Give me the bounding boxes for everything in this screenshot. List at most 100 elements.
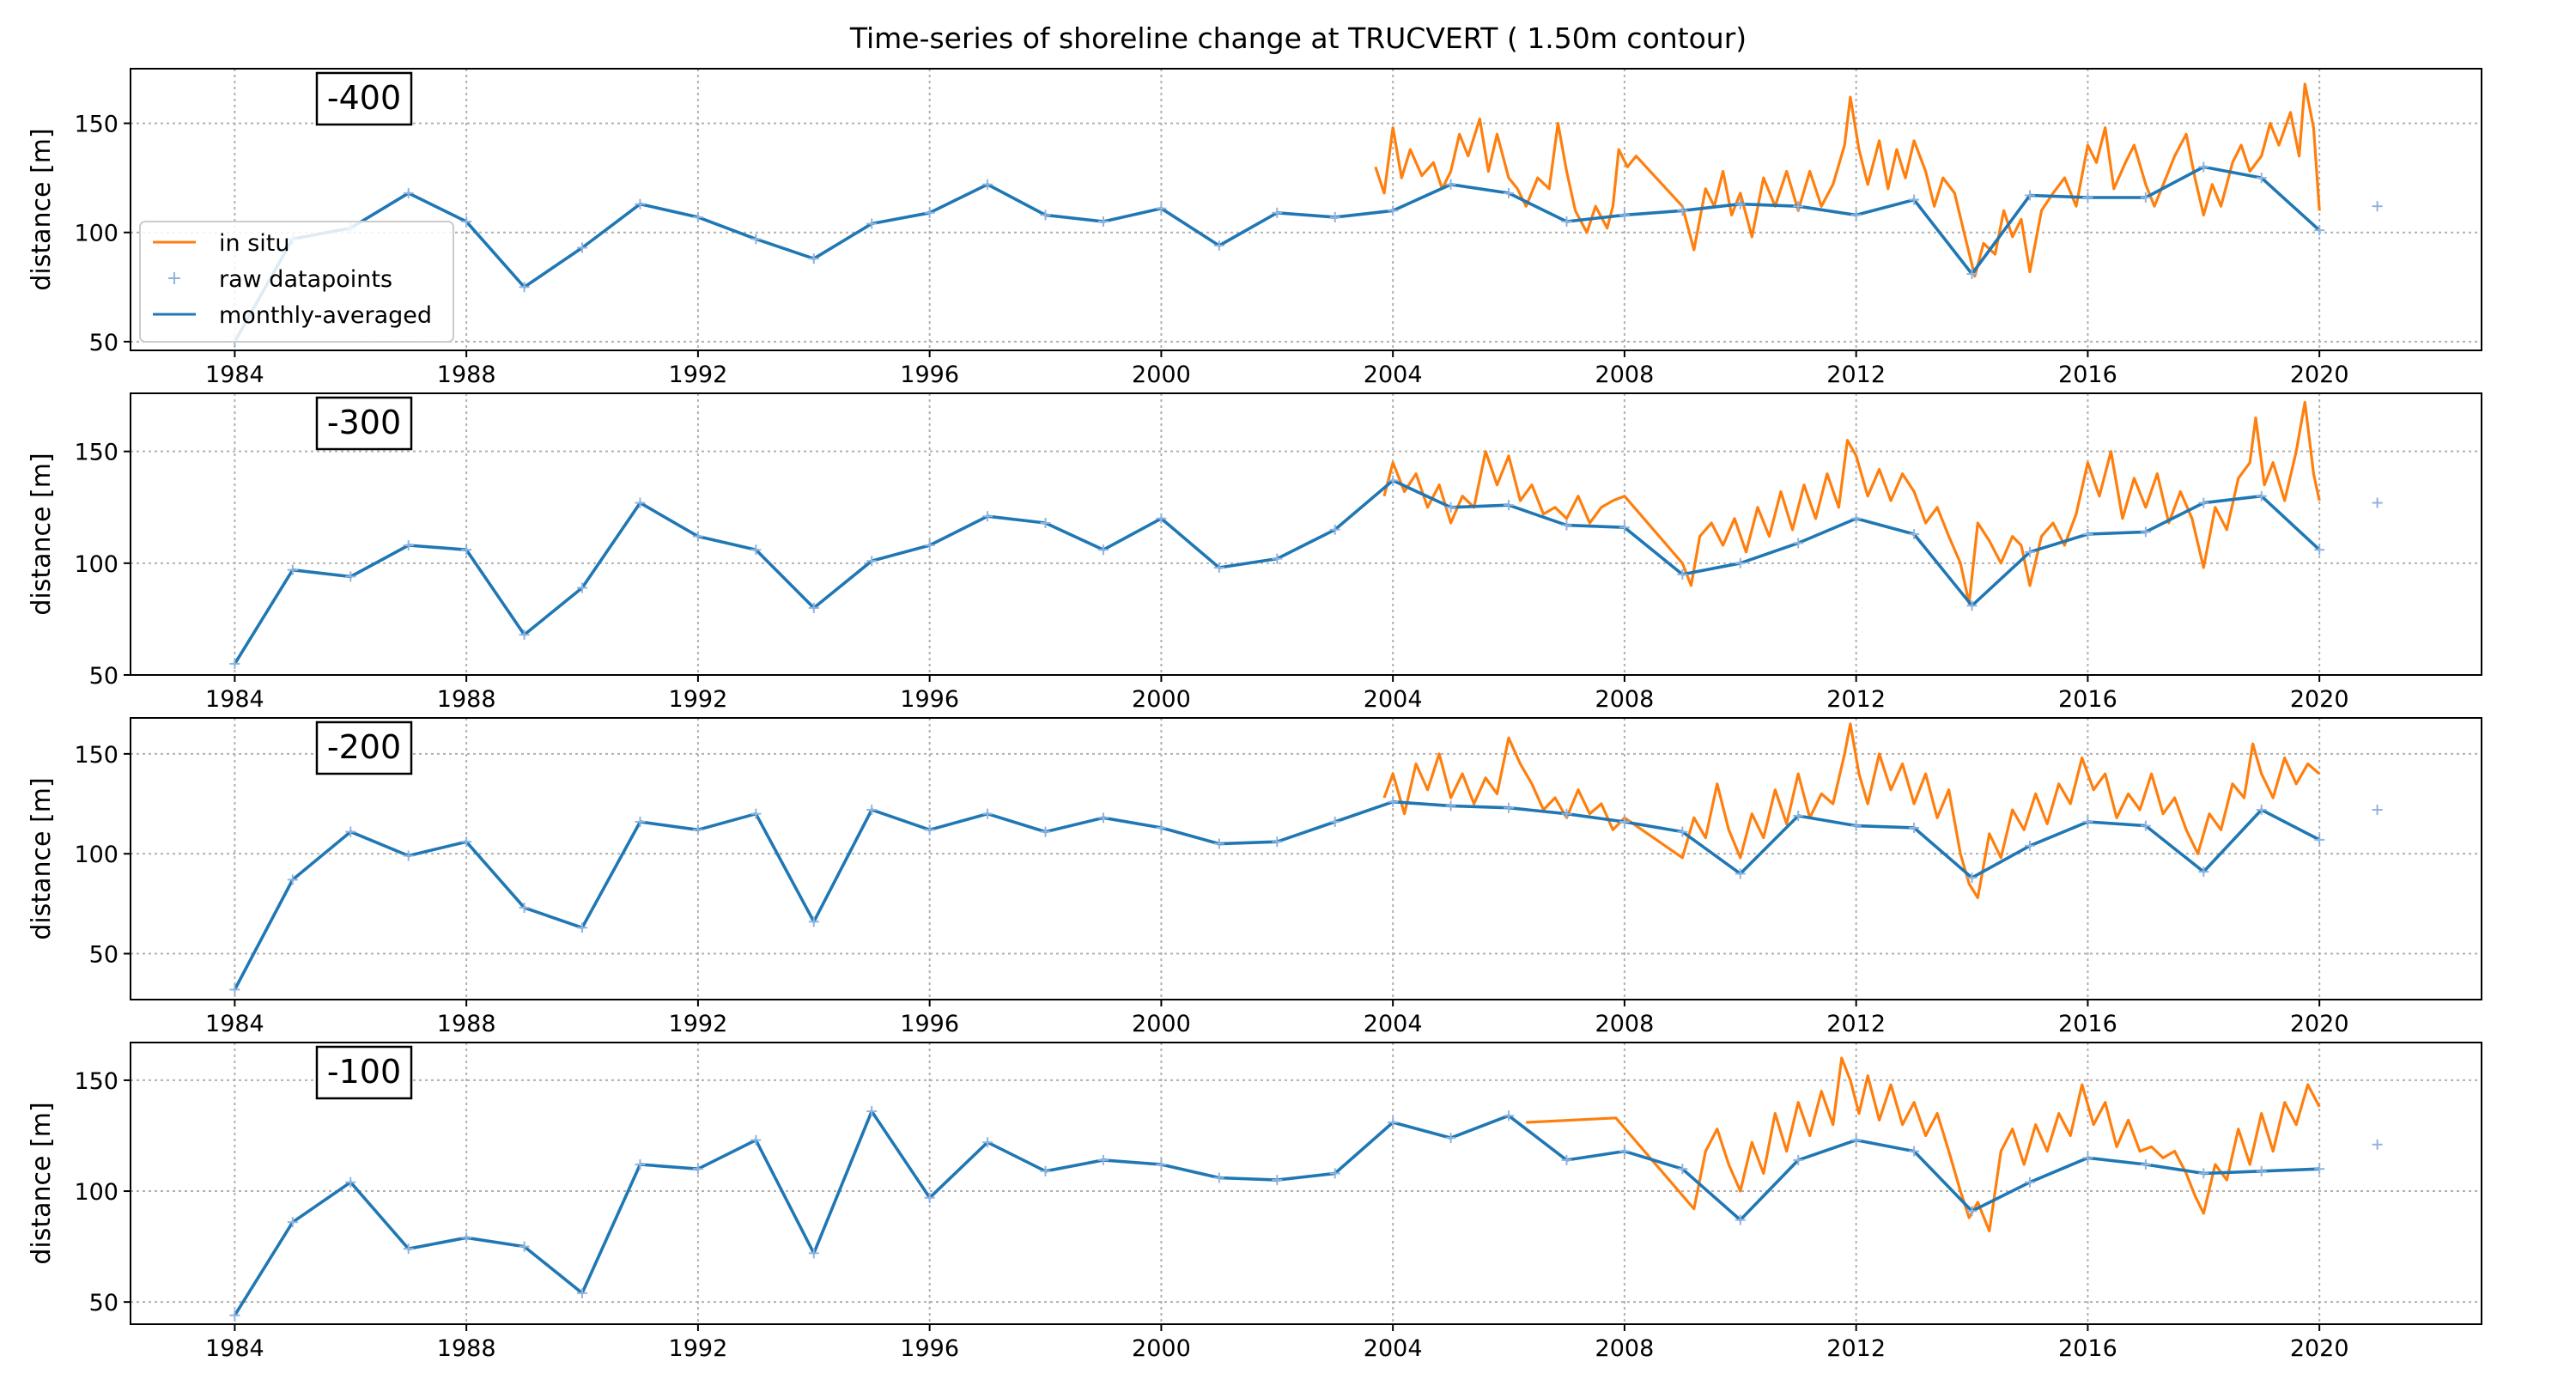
raw-datapoint <box>924 824 935 836</box>
raw-datapoint <box>1504 500 1515 511</box>
x-tick-label: 1988 <box>437 686 496 713</box>
raw-datapoint <box>1272 836 1283 848</box>
panel--300: 1984 1988 1992 1996 2000 2004 2008 2012 2016 2020… <box>27 392 2482 713</box>
x-tick-label: 2008 <box>1595 1011 1655 1037</box>
x-tick-label: 2004 <box>1364 1011 1423 1037</box>
raw-datapoint <box>403 187 414 198</box>
raw-datapoint <box>808 602 819 613</box>
panel--100: 1984 1988 1992 1996 2000 2004 2008 2012 2016 2020… <box>27 1042 2482 1362</box>
raw-datapoint <box>2024 546 2035 557</box>
raw-datapoint <box>2140 526 2151 538</box>
panel-label-text: -300 <box>327 404 401 441</box>
raw-datapoint <box>982 179 993 190</box>
raw-datapoint <box>2082 529 2093 539</box>
raw-datapoint <box>1272 207 1283 218</box>
raw-datapoint <box>866 218 878 229</box>
x-tick-label: 1984 <box>205 362 264 388</box>
x-tick-label: 2016 <box>2058 362 2117 388</box>
raw-datapoint <box>345 826 356 837</box>
raw-datapoint <box>2256 805 2267 816</box>
raw-datapoint <box>1561 520 1572 531</box>
raw-datapoint <box>577 582 588 593</box>
raw-datapoint <box>403 1243 414 1255</box>
x-tick-label: 2012 <box>1826 1011 1886 1037</box>
panel-series <box>229 722 2383 995</box>
raw-datapoint <box>1329 816 1340 827</box>
y-tick-label: 150 <box>74 742 118 769</box>
panel-label: -400 <box>315 71 413 126</box>
y-tick-label: 100 <box>74 551 118 578</box>
raw-datapoint <box>1561 808 1572 819</box>
panel-label-box <box>315 720 413 775</box>
raw-datapoint <box>461 544 472 556</box>
raw-datapoint <box>2372 201 2383 212</box>
raw-datapoint <box>692 211 703 222</box>
x-tick-label: 1992 <box>669 1011 728 1037</box>
panel-series <box>229 82 2383 347</box>
raw-datapoint <box>229 1310 240 1321</box>
x-tick-label: 2004 <box>1364 1335 1423 1362</box>
raw-datapoint <box>2372 805 2383 816</box>
raw-datapoint <box>1329 1168 1340 1179</box>
raw-datapoint <box>1677 568 1688 580</box>
x-tick-label: 1984 <box>205 1335 264 1362</box>
raw-datapoint <box>345 1176 356 1188</box>
raw-datapoint <box>461 216 472 227</box>
legend-insitu-label: in situ <box>219 230 289 257</box>
raw-datapoint <box>2140 192 2151 204</box>
raw-datapoint <box>982 1137 993 1148</box>
raw-datapoint <box>287 1217 298 1228</box>
panel-frame <box>130 1042 2482 1325</box>
raw-datapoint <box>808 253 819 264</box>
raw-datapoint <box>635 497 646 508</box>
raw-datapoint <box>750 1134 762 1146</box>
raw-datapoint <box>461 836 472 848</box>
panel-frame <box>130 717 2482 1000</box>
panel-label-box <box>315 71 413 126</box>
raw-datapoint <box>1850 1134 1862 1146</box>
raw-datapoint <box>577 922 588 933</box>
raw-datapoint <box>1966 269 1978 280</box>
x-tick-label: 2008 <box>1595 1335 1655 1362</box>
y-tick-label: 100 <box>74 221 118 247</box>
raw-datapoint <box>866 556 878 567</box>
raw-datapoint <box>692 1164 703 1175</box>
raw-datapoint <box>808 916 819 927</box>
raw-datapoint <box>519 629 530 641</box>
raw-datapoint <box>1388 475 1399 486</box>
y-tick-label: 50 <box>89 1290 118 1316</box>
x-tick-label: 2012 <box>1826 686 1886 713</box>
x-tick-label: 2016 <box>2058 1335 2117 1362</box>
x-tick-label: 2020 <box>2290 362 2349 388</box>
x-tick-label: 2020 <box>2290 686 2349 713</box>
x-tick-label: 2000 <box>1132 1011 1191 1037</box>
panel-label-box <box>315 1045 413 1100</box>
x-tick-label: 2000 <box>1132 686 1191 713</box>
x-tick-label: 2020 <box>2290 1335 2349 1362</box>
raw-datapoint <box>229 984 240 995</box>
raw-datapoint <box>1156 203 1167 214</box>
raw-datapoint <box>2372 497 2383 508</box>
raw-datapoint <box>2082 816 2093 827</box>
x-tick-label: 2012 <box>1826 1335 1886 1362</box>
raw-datapoint <box>1156 822 1167 833</box>
raw-datapoint <box>2256 490 2267 502</box>
raw-datapoint <box>750 544 762 556</box>
x-tick-label: 1996 <box>900 362 959 388</box>
raw-datapoint <box>2314 1164 2325 1175</box>
raw-datapoint <box>924 1192 935 1203</box>
panel-label-text: -400 <box>327 79 401 117</box>
y-axis-label: distance [m] <box>27 777 57 939</box>
raw-datapoint <box>1388 796 1399 807</box>
raw-datapoint <box>1909 1146 1920 1157</box>
panel-frame <box>130 392 2482 676</box>
raw-datapoint <box>1329 211 1340 222</box>
raw-datapoint <box>1909 822 1920 833</box>
raw-datapoint <box>1097 216 1109 227</box>
raw-datapoint <box>2024 1176 2035 1188</box>
raw-datapoint <box>1619 1146 1630 1157</box>
raw-datapoint <box>1040 517 1051 528</box>
raw-datapoint <box>345 571 356 582</box>
raw-datapoint <box>1097 544 1109 556</box>
raw-datapoint <box>808 1248 819 1259</box>
